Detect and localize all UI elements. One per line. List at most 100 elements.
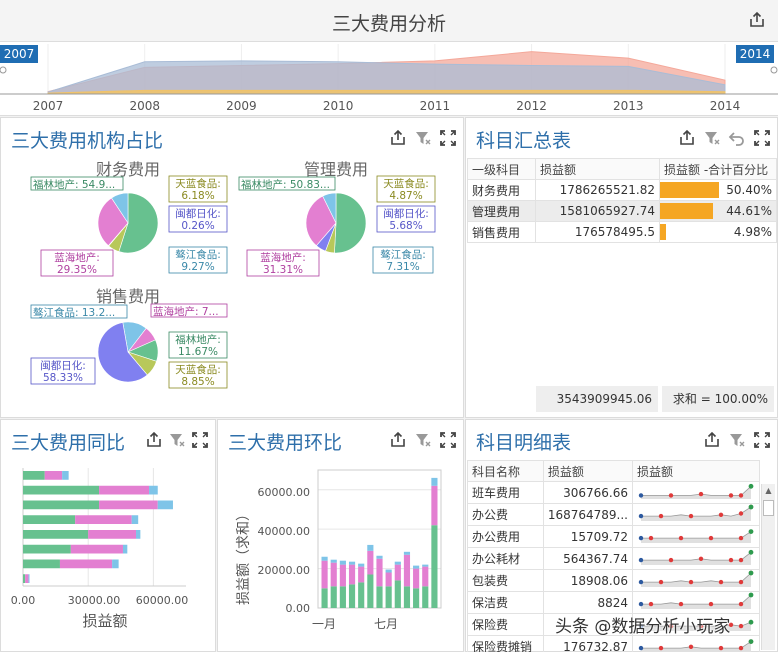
mom-bar-segment[interactable]	[431, 477, 438, 486]
mom-bar-segment[interactable]	[367, 550, 374, 575]
yoy-bar-segment[interactable]	[122, 544, 128, 554]
table-row[interactable]: 包装费 18908.06	[467, 569, 760, 592]
mom-bar-segment[interactable]	[321, 560, 328, 589]
mom-bar-segment[interactable]	[321, 588, 328, 608]
yoy-bar-segment[interactable]	[44, 471, 63, 480]
detail-header-trend[interactable]: 损益额	[632, 460, 760, 482]
expand-icon[interactable]	[753, 431, 771, 449]
table-row[interactable]: 办公费用 15709.72	[467, 525, 760, 548]
mom-bar-segment[interactable]	[431, 525, 438, 608]
mom-bar-segment[interactable]	[422, 566, 429, 587]
yoy-bar-segment[interactable]	[112, 559, 119, 569]
mom-bar-segment[interactable]	[367, 544, 374, 551]
scroll-thumb[interactable]	[763, 500, 774, 516]
filter-clear-icon[interactable]	[414, 129, 432, 147]
yoy-bar-segment[interactable]	[62, 471, 69, 480]
detail-header-subject[interactable]: 科目名称	[467, 460, 544, 482]
mom-bar-segment[interactable]	[358, 582, 365, 608]
mom-bar-segment[interactable]	[431, 485, 438, 526]
mom-bar-segment[interactable]	[321, 556, 328, 561]
mom-bar-segment[interactable]	[339, 560, 346, 565]
summary-header-amount[interactable]: 损益额	[535, 158, 660, 180]
yoy-bar-segment[interactable]	[25, 574, 29, 583]
mom-bar-segment[interactable]	[422, 564, 429, 567]
export-icon[interactable]	[678, 129, 696, 147]
table-row[interactable]: 办公耗材 564367.74	[467, 547, 760, 570]
yoy-bar-segment[interactable]	[23, 515, 76, 524]
yoy-bar-segment[interactable]	[59, 559, 113, 569]
table-row[interactable]: 班车费用 306766.66	[467, 481, 760, 504]
filter-clear-icon[interactable]	[414, 431, 432, 449]
mom-bar-segment[interactable]	[413, 568, 420, 589]
table-row[interactable]: 保洁费 8824	[467, 591, 760, 614]
mom-bar-segment[interactable]	[394, 580, 401, 608]
mom-bar-segment[interactable]	[348, 561, 356, 565]
expand-icon[interactable]	[753, 129, 771, 147]
yoy-bar-segment[interactable]	[23, 471, 45, 480]
mom-bar-segment[interactable]	[403, 551, 411, 555]
summary-header-pct[interactable]: 损益额 -合计百分比	[659, 158, 777, 180]
mom-bar-segment[interactable]	[330, 586, 337, 608]
expand-icon[interactable]	[439, 129, 457, 147]
export-icon[interactable]	[389, 431, 407, 449]
yoy-bar-segment[interactable]	[88, 530, 137, 539]
yoy-bar-segment[interactable]	[23, 559, 60, 569]
mom-bar-segment[interactable]	[339, 586, 346, 608]
export-icon[interactable]	[145, 431, 163, 449]
scroll-up-icon[interactable]: ▲	[765, 486, 772, 495]
table-row[interactable]: 财务费用 1786265521.82 50.40%	[467, 179, 777, 201]
detail-header-amount[interactable]: 损益额	[542, 460, 634, 482]
pie-slice[interactable]	[334, 192, 367, 254]
mom-bar-segment[interactable]	[385, 572, 392, 587]
mom-bar-segment[interactable]	[422, 586, 429, 608]
yoy-bar-segment[interactable]	[157, 500, 173, 510]
mom-bar-segment[interactable]	[348, 584, 356, 608]
yoy-bar-segment[interactable]	[131, 515, 139, 524]
pie-slice[interactable]	[322, 192, 337, 224]
table-row[interactable]: 保险费摊销 176732.87	[467, 635, 760, 652]
timeline-right-handle[interactable]	[770, 66, 778, 74]
mom-bar-segment[interactable]	[376, 555, 383, 559]
timeline-end-badge[interactable]	[736, 45, 774, 63]
table-row[interactable]: 办公费 168764789...	[467, 503, 760, 526]
mom-bar-segment[interactable]	[358, 566, 365, 583]
detail-scrollbar[interactable]: ▲	[761, 484, 775, 650]
yoy-bar-segment[interactable]	[75, 515, 132, 524]
mom-bar-segment[interactable]	[376, 558, 383, 587]
undo-icon[interactable]	[728, 129, 746, 147]
pie-slice[interactable]	[97, 197, 129, 247]
expand-icon[interactable]	[191, 431, 209, 449]
export-icon[interactable]	[703, 431, 721, 449]
yoy-bar-segment[interactable]	[99, 500, 158, 510]
yoy-bar-segment[interactable]	[23, 544, 71, 554]
filter-clear-icon[interactable]	[168, 431, 186, 449]
pie-slice[interactable]	[111, 192, 129, 225]
yoy-bar-segment[interactable]	[149, 485, 158, 495]
mom-bar-segment[interactable]	[367, 574, 374, 608]
yoy-bar-segment[interactable]	[23, 574, 26, 583]
yoy-bar-segment[interactable]	[23, 500, 100, 510]
yoy-bar-segment[interactable]	[70, 544, 123, 554]
export-icon[interactable]	[748, 11, 766, 29]
mom-bar-segment[interactable]	[403, 586, 411, 608]
yoy-bar-segment[interactable]	[23, 530, 89, 539]
mom-bar-segment[interactable]	[376, 586, 383, 608]
pie-slice[interactable]	[97, 322, 148, 383]
export-icon[interactable]	[389, 129, 407, 147]
filter-clear-icon[interactable]	[728, 431, 746, 449]
mom-bar-segment[interactable]	[385, 569, 392, 573]
mom-bar-segment[interactable]	[413, 565, 420, 569]
yoy-bar-segment[interactable]	[99, 485, 150, 495]
mom-bar-segment[interactable]	[394, 564, 401, 581]
mom-bar-segment[interactable]	[348, 564, 356, 585]
mom-bar-segment[interactable]	[339, 564, 346, 587]
expand-icon[interactable]	[439, 431, 457, 449]
pie-slice[interactable]	[118, 192, 159, 254]
timeline-left-handle[interactable]	[0, 66, 7, 74]
filter-clear-icon[interactable]	[703, 129, 721, 147]
timeline-start-badge[interactable]	[0, 45, 38, 63]
yoy-bar-segment[interactable]	[23, 485, 100, 495]
table-row[interactable]: 保险费	[467, 613, 760, 636]
mom-bar-segment[interactable]	[385, 586, 392, 608]
table-row[interactable]: 管理费用 1581065927.74 44.61%	[467, 200, 777, 222]
